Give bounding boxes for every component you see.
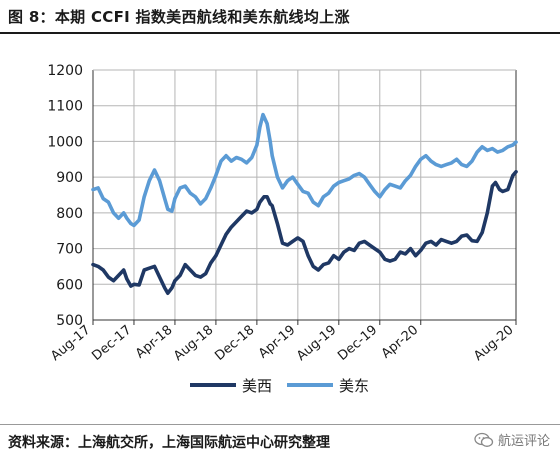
y-tick-label: 600 <box>56 277 83 293</box>
x-tick-label: Dec-19 <box>335 323 380 364</box>
x-tick-label: Aug-18 <box>171 323 216 364</box>
x-tick-label: Aug-20 <box>471 323 516 364</box>
x-tick-label: Dec-17 <box>89 323 134 364</box>
y-tick-label: 1100 <box>47 99 83 115</box>
x-tick-label: Apr-20 <box>379 323 422 362</box>
wechat-icon <box>474 432 494 447</box>
watermark: 航运评论 <box>474 430 550 449</box>
line-chart: 500600700800900100011001200Aug-17Dec-17A… <box>47 63 518 395</box>
y-tick-label: 800 <box>56 206 83 222</box>
legend-label-west: 美西 <box>242 377 272 395</box>
gridlines <box>92 69 517 321</box>
x-tick-label: Apr-18 <box>133 323 176 362</box>
source-note: 资料来源：上海航交所，上海国际航运中心研究整理 <box>8 435 330 451</box>
y-tick-label: 500 <box>56 313 83 329</box>
legend: 美西 美东 <box>190 377 369 395</box>
watermark-label: 航运评论 <box>497 434 550 449</box>
series-line-west <box>91 170 518 295</box>
legend-item-west: 美西 <box>190 377 272 395</box>
legend-label-east: 美东 <box>339 377 369 395</box>
y-tick-label: 900 <box>56 170 83 186</box>
figure-title: 图 8：本期 CCFI 指数美西航线和美东航线均上涨 <box>8 8 350 26</box>
legend-item-east: 美东 <box>287 377 369 395</box>
x-tick-label: Dec-18 <box>212 323 257 364</box>
series-lines <box>91 112 518 295</box>
y-tick-label: 700 <box>56 242 83 258</box>
y-tick-label: 1000 <box>47 134 83 150</box>
axes: 500600700800900100011001200Aug-17Dec-17A… <box>47 63 516 364</box>
x-tick-label: Apr-19 <box>256 323 299 362</box>
y-tick-label: 1200 <box>47 63 83 79</box>
x-tick-label: Aug-19 <box>294 323 339 364</box>
series-line-east <box>91 112 518 228</box>
title-rule <box>0 32 560 34</box>
source-rule <box>0 424 560 425</box>
